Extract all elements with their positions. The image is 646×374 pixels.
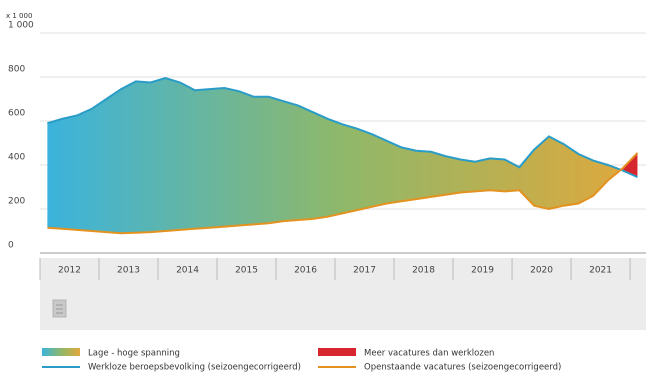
series-line xyxy=(47,152,639,235)
x-tick-label: 2018 xyxy=(412,266,435,276)
y-unit: x 1 000 xyxy=(6,12,32,20)
x-tick-label: 2016 xyxy=(294,266,317,276)
legend-swatch xyxy=(318,348,356,356)
x-tick-label: 2014 xyxy=(176,266,199,276)
timeline-band xyxy=(40,258,646,330)
x-tick-label: 2021 xyxy=(589,266,612,276)
y-tick-label: 600 xyxy=(8,109,25,119)
x-tick-label: 2013 xyxy=(117,266,140,276)
x-tick-label: 2012 xyxy=(58,266,81,276)
y-tick-label: 400 xyxy=(8,153,25,163)
x-tick-label: 2017 xyxy=(353,266,376,276)
y-tick-label: 0 xyxy=(8,241,14,251)
y-tick-label: 1 000 xyxy=(8,21,34,31)
x-tick-label: 2015 xyxy=(235,266,258,276)
y-tick-label: 200 xyxy=(8,197,25,207)
document-icon xyxy=(52,299,67,318)
legend-label: Lage - hoge spanning xyxy=(88,349,180,359)
tension-band xyxy=(47,78,638,234)
y-tick-label: 800 xyxy=(8,65,25,75)
legend-label: Meer vacatures dan werklozen xyxy=(364,349,494,359)
x-tick-label: 2020 xyxy=(530,266,553,276)
legend-swatch xyxy=(42,348,80,356)
series-line xyxy=(47,77,638,179)
legend-label: Openstaande vacatures (seizoengecorrigee… xyxy=(364,363,561,373)
x-tick-label: 2019 xyxy=(471,266,494,276)
legend-label: Werkloze beroepsbevolking (seizoengecorr… xyxy=(88,363,301,373)
